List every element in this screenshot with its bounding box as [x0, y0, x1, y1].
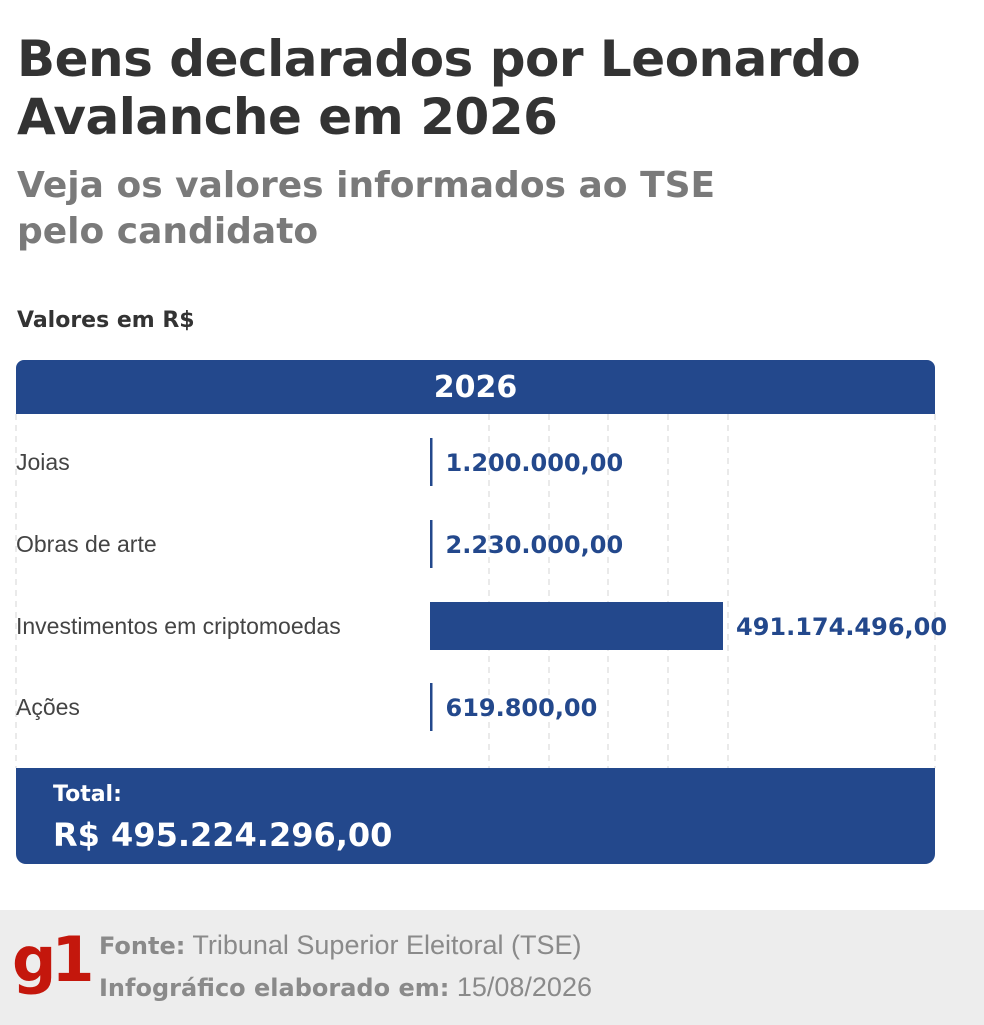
- chart-title: Bens declarados por Leonardo Avalanche e…: [17, 30, 861, 146]
- bar: [430, 602, 723, 650]
- bar: [430, 438, 433, 486]
- date-line: Infográfico elaborado em: 15/08/2026: [99, 972, 592, 1003]
- source-line: Fonte: Tribunal Superior Eleitoral (TSE): [99, 930, 582, 961]
- value-label: 619.800,00: [446, 694, 598, 722]
- category-label: Joias: [16, 449, 70, 475]
- year-header: 2026: [16, 360, 935, 414]
- value-label: 1.200.000,00: [446, 449, 624, 477]
- footer: g1 Fonte: Tribunal Superior Eleitoral (T…: [0, 910, 984, 1025]
- bar: [430, 520, 433, 568]
- category-label: Investimentos em criptomoedas: [16, 613, 341, 639]
- units-label: Valores em R$: [17, 308, 195, 333]
- source-value: Tribunal Superior Eleitoral (TSE): [192, 930, 582, 960]
- total-value: R$ 495.224.296,00: [53, 816, 393, 854]
- total-box: Total: R$ 495.224.296,00: [16, 768, 935, 864]
- date-key: Infográfico elaborado em:: [99, 974, 450, 1002]
- category-label: Obras de arte: [16, 531, 157, 557]
- year-label: 2026: [433, 369, 518, 405]
- source-key: Fonte:: [99, 932, 186, 960]
- chart-subtitle: Veja os valores informados ao TSE pelo c…: [17, 165, 716, 252]
- bar-chart: Joias 1.200.000,00 Obras de arte 2.230.000,…: [15, 414, 947, 768]
- value-label: 491.174.496,00: [736, 613, 947, 641]
- value-label: 2.230.000,00: [446, 531, 624, 559]
- bar: [430, 683, 433, 731]
- date-value: 15/08/2026: [456, 972, 592, 1002]
- g1-logo: g1: [12, 923, 95, 996]
- category-label: Ações: [16, 694, 80, 720]
- total-label: Total:: [53, 782, 122, 807]
